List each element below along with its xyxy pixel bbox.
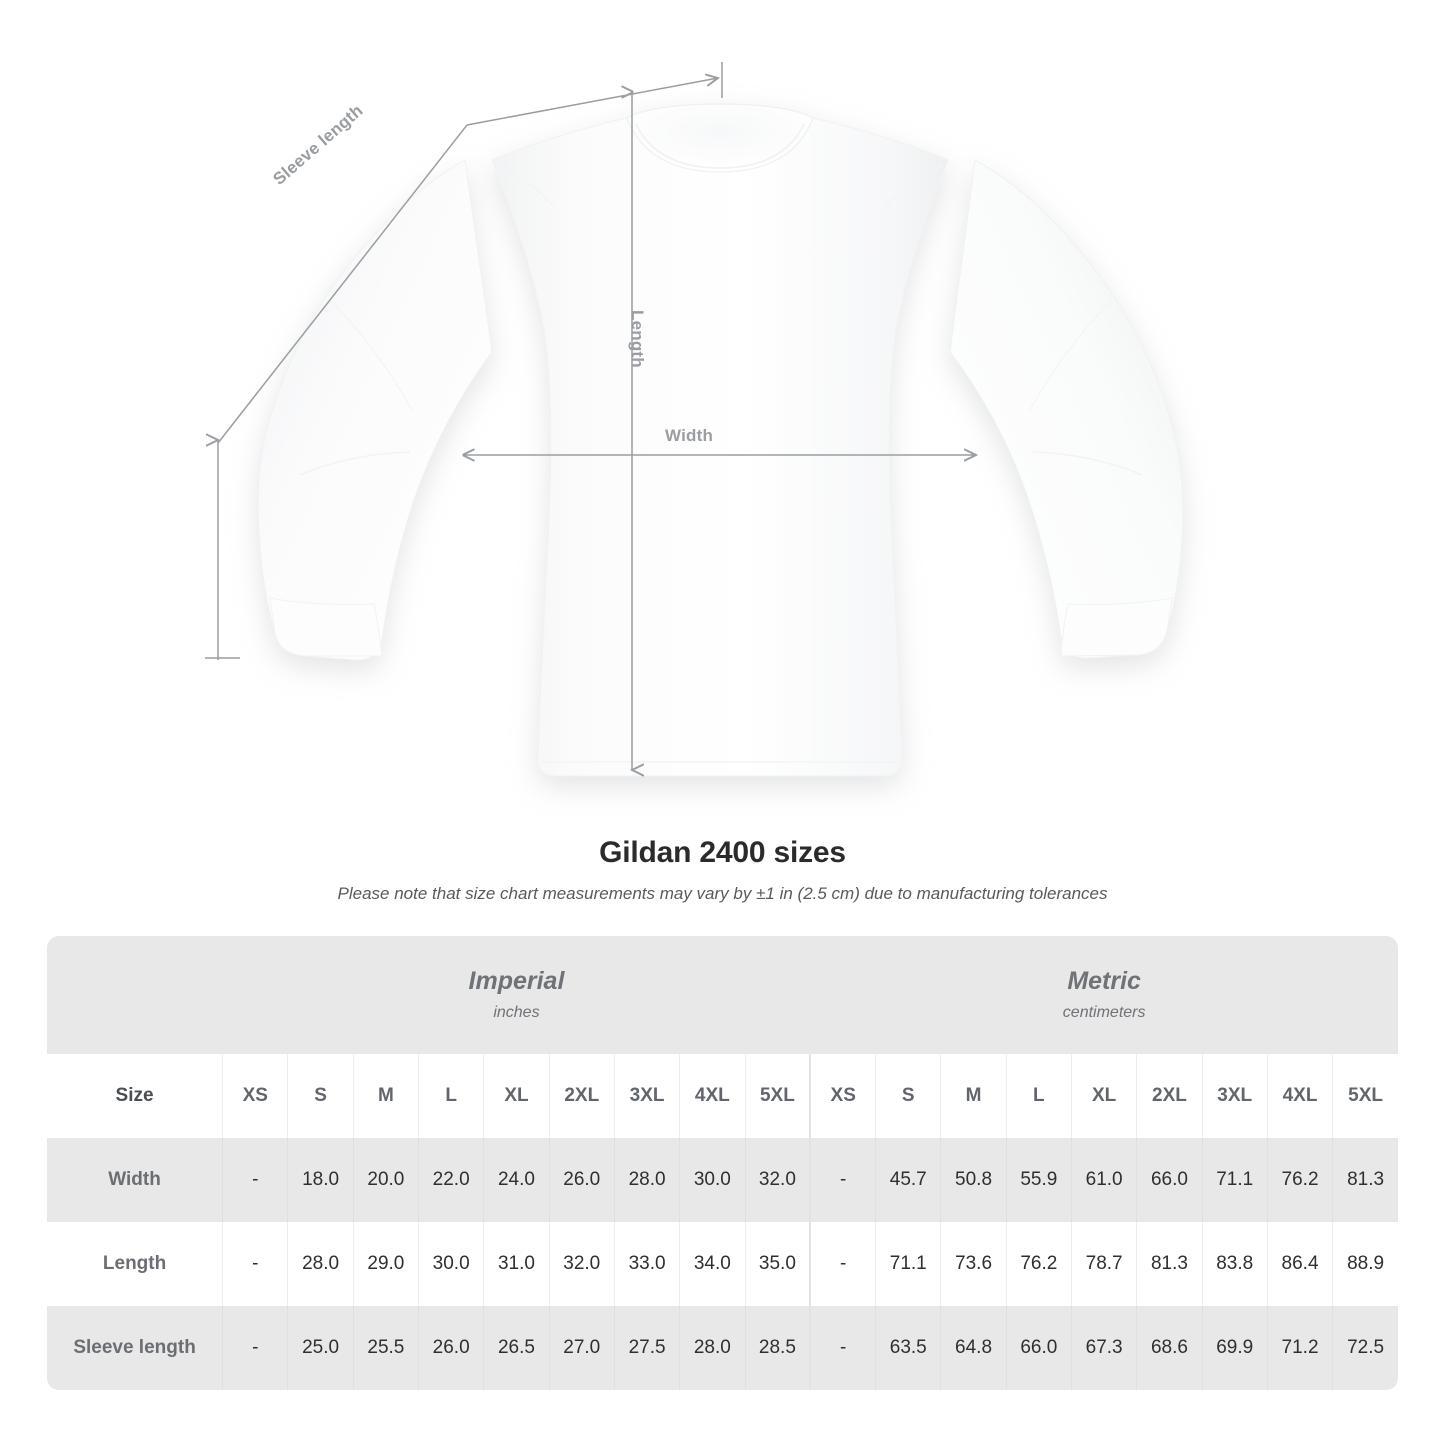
cell-imperial-xl: 31.0 [483,1222,550,1306]
page-title: Gildan 2400 sizes [599,836,846,869]
metric-sub: centimeters [1062,1004,1146,1022]
cell-imperial-xs: - [222,1222,288,1306]
cell-metric-5xl: 88.9 [1332,1222,1398,1306]
cell-imperial-l: 22.0 [418,1138,484,1222]
cell-imperial-4xl: 30.0 [679,1138,745,1222]
cell-imperial-5xl: 32.0 [744,1138,811,1222]
size-header-imperial-xl: XL [483,1054,550,1138]
row-label-width: Width [47,1138,223,1222]
length-label: Length [628,310,647,368]
metric-name: Metric [1067,966,1141,995]
size-header-imperial-4xl: 4XL [679,1054,745,1138]
cell-imperial-l: 26.0 [418,1306,484,1390]
size-header-metric-xs: XS [809,1054,876,1138]
cell-imperial-xl: 26.5 [483,1306,550,1390]
cell-metric-xs: - [809,1222,876,1306]
cell-imperial-2xl: 26.0 [548,1138,615,1222]
cell-imperial-5xl: 28.5 [744,1306,811,1390]
size-header-metric-s: S [875,1054,941,1138]
cell-imperial-m: 20.0 [352,1138,419,1222]
cell-imperial-xs: - [222,1138,288,1222]
cell-metric-3xl: 69.9 [1201,1306,1268,1390]
cell-imperial-3xl: 33.0 [613,1222,680,1306]
cell-metric-s: 71.1 [875,1222,941,1306]
tolerance-note: Please note that size chart measurements… [337,884,1108,903]
cell-imperial-5xl: 35.0 [744,1222,811,1306]
cell-metric-xs: - [809,1306,876,1390]
size-header-row: Size XS S M L XL 2XL 3XL 4XL 5XL XS S M L XL 2XL 3XL 4XL 5… [47,1054,1398,1138]
cell-metric-5xl: 72.5 [1332,1306,1398,1390]
cell-metric-5xl: 81.3 [1332,1138,1398,1222]
cell-imperial-4xl: 34.0 [679,1222,745,1306]
size-header-metric-xl: XL [1070,1054,1137,1138]
size-header-imperial-m: M [352,1054,419,1138]
cell-metric-3xl: 71.1 [1201,1138,1268,1222]
width-label: Width [665,426,714,445]
cell-metric-s: 45.7 [875,1138,941,1222]
cell-imperial-3xl: 28.0 [613,1138,680,1222]
sleeve-length-dimension [205,62,723,660]
size-header-metric-l: L [1005,1054,1072,1138]
cell-metric-m: 64.8 [940,1306,1007,1390]
unit-banner-row: Imperial inches Metric centimeters [47,936,1398,1054]
cell-metric-m: 73.6 [940,1222,1007,1306]
cell-metric-2xl: 68.6 [1136,1306,1203,1390]
size-header-imperial-2xl: 2XL [548,1054,615,1138]
size-row-header: Size [47,1054,223,1138]
cell-imperial-s: 28.0 [287,1222,354,1306]
cell-metric-4xl: 76.2 [1266,1138,1333,1222]
cell-metric-s: 63.5 [875,1306,941,1390]
cell-imperial-l: 30.0 [418,1222,484,1306]
cell-imperial-2xl: 27.0 [548,1306,615,1390]
cell-imperial-2xl: 32.0 [548,1222,615,1306]
imperial-name: Imperial [468,966,565,995]
cell-imperial-s: 18.0 [287,1138,354,1222]
cell-imperial-m: 29.0 [352,1222,419,1306]
cell-metric-xs: - [809,1138,876,1222]
cell-metric-m: 50.8 [940,1138,1007,1222]
cell-imperial-xl: 24.0 [483,1138,550,1222]
table-row: Length -28.0 29.0 30.0 31.0 32.0 33.0 34.0 35.0-… [47,1222,1398,1306]
size-header-imperial-xs: XS [222,1054,288,1138]
size-header-imperial-l: L [418,1054,484,1138]
cell-metric-l: 55.9 [1005,1138,1072,1222]
metric-banner: Metric centimeters [810,936,1398,1054]
size-header-imperial-s: S [287,1054,354,1138]
cell-metric-3xl: 83.8 [1201,1222,1268,1306]
size-header-imperial-5xl: 5XL [744,1054,811,1138]
imperial-sub: inches [493,1004,540,1022]
row-label-sleeve-length: Sleeve length [47,1306,223,1390]
cell-imperial-3xl: 27.5 [613,1306,680,1390]
cell-imperial-s: 25.0 [287,1306,354,1390]
cell-metric-4xl: 71.2 [1266,1306,1333,1390]
size-header-metric-3xl: 3XL [1201,1054,1268,1138]
cell-metric-l: 66.0 [1005,1306,1072,1390]
table-row: Sleeve length -25.0 25.5 26.0 26.5 27.0 27.5 28… [47,1306,1398,1390]
cell-metric-xl: 67.3 [1070,1306,1137,1390]
size-header-imperial-3xl: 3XL [613,1054,680,1138]
cell-metric-4xl: 86.4 [1266,1222,1333,1306]
imperial-banner: Imperial inches [222,936,811,1054]
size-header-metric-5xl: 5XL [1332,1054,1398,1138]
unit-banner-spacer [47,936,223,1054]
size-table: Imperial inches Metric centimeters Size X… [47,936,1398,1390]
size-table-wrap: Imperial inches Metric centimeters Size X… [47,936,1398,1390]
cell-metric-xl: 78.7 [1070,1222,1137,1306]
cell-metric-l: 76.2 [1005,1222,1072,1306]
cell-imperial-m: 25.5 [352,1306,419,1390]
row-label-length: Length [47,1222,223,1306]
garment-illustration [205,62,1184,830]
garment-diagram: Sleeve length Length Width [205,62,1184,830]
cell-imperial-4xl: 28.0 [679,1306,745,1390]
cell-metric-2xl: 81.3 [1136,1222,1203,1306]
table-row: Width -18.0 20.0 22.0 24.0 26.0 28.0 30.0 32.0-4… [47,1138,1398,1222]
size-header-metric-2xl: 2XL [1136,1054,1203,1138]
cell-metric-xl: 61.0 [1070,1138,1137,1222]
size-header-metric-4xl: 4XL [1266,1054,1333,1138]
cell-imperial-xs: - [222,1306,288,1390]
size-header-metric-m: M [940,1054,1007,1138]
title-block: Gildan 2400 sizes Please note that size … [0,836,1445,904]
cell-metric-2xl: 66.0 [1136,1138,1203,1222]
